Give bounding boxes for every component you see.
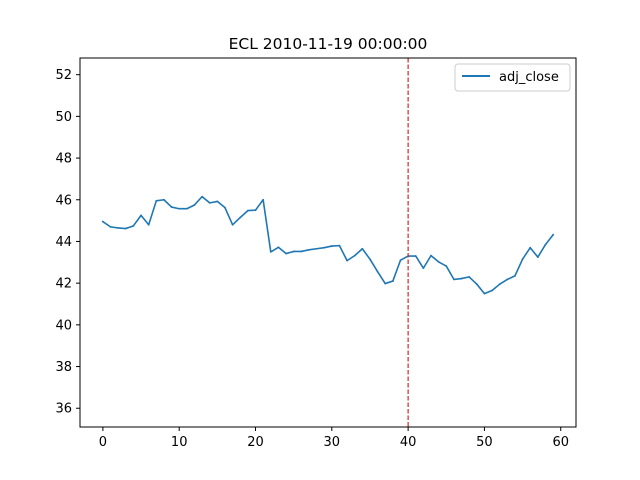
data-point xyxy=(376,270,379,273)
data-point xyxy=(170,206,173,208)
data-point xyxy=(422,267,425,270)
y-tick-label: 52 xyxy=(55,68,72,83)
data-point xyxy=(384,282,387,285)
data-point xyxy=(269,250,272,253)
data-point xyxy=(536,256,539,258)
y-axis: 36 38 40 42 44 46 48 50 52 xyxy=(55,68,80,417)
data-point xyxy=(468,276,471,278)
data-point xyxy=(246,209,249,212)
x-tick-label: 20 xyxy=(247,435,264,450)
y-tick-label: 42 xyxy=(55,277,72,292)
legend-box xyxy=(454,63,571,92)
data-point xyxy=(338,244,341,247)
data-point xyxy=(239,216,242,219)
data-point xyxy=(109,225,112,228)
data-point xyxy=(460,277,463,280)
data-point xyxy=(414,255,417,257)
y-tick-label: 44 xyxy=(55,235,72,250)
data-point xyxy=(132,224,135,227)
x-tick-label: 50 xyxy=(476,435,493,450)
y-tick-label: 40 xyxy=(55,318,72,333)
data-point xyxy=(193,204,196,206)
data-point xyxy=(399,259,402,262)
data-point xyxy=(292,250,295,253)
data-point xyxy=(552,233,555,236)
data-point xyxy=(262,198,265,201)
y-tick-label: 36 xyxy=(55,402,72,417)
legend-label-adj-close: adj_close xyxy=(499,70,559,85)
data-point xyxy=(140,214,142,217)
data-point xyxy=(353,254,356,257)
y-tick-label: 46 xyxy=(55,193,72,208)
plot-area xyxy=(79,57,577,428)
data-point xyxy=(483,292,486,295)
data-point xyxy=(285,252,287,255)
data-point xyxy=(254,209,257,212)
data-point xyxy=(216,200,219,203)
data-point xyxy=(361,247,364,250)
data-point xyxy=(391,280,394,282)
data-point xyxy=(277,246,280,249)
data-point xyxy=(514,274,516,277)
data-point xyxy=(521,258,524,261)
series-line-adj-close xyxy=(101,195,555,295)
data-point xyxy=(430,254,432,257)
data-point xyxy=(453,278,455,281)
data-point xyxy=(185,207,188,210)
x-tick-label: 10 xyxy=(171,435,188,450)
x-tick-label: 40 xyxy=(400,435,417,450)
x-tick-label: 30 xyxy=(324,435,341,450)
y-tick-label: 50 xyxy=(55,110,72,125)
data-point xyxy=(201,195,203,198)
data-point xyxy=(498,283,501,286)
chart-title: ECL 2010-11-19 00:00:00 xyxy=(229,35,428,53)
data-point xyxy=(529,246,532,249)
data-point xyxy=(155,199,158,202)
x-tick-label: 60 xyxy=(552,435,569,450)
data-point xyxy=(163,198,165,201)
data-point xyxy=(437,260,440,263)
x-tick-label: 0 xyxy=(99,435,107,450)
data-point xyxy=(544,243,547,246)
legend: adj_close xyxy=(454,63,571,92)
data-point xyxy=(208,201,211,204)
data-point xyxy=(117,227,120,229)
axes-frame xyxy=(79,57,577,428)
data-point xyxy=(231,223,234,226)
data-point xyxy=(315,247,318,250)
x-axis: 0 10 20 30 40 50 60 xyxy=(99,427,569,450)
data-point xyxy=(445,265,448,267)
data-point xyxy=(308,248,310,251)
data-point xyxy=(491,289,493,292)
data-point xyxy=(506,278,509,281)
data-point xyxy=(178,207,181,210)
data-point xyxy=(323,246,326,249)
y-tick-label: 48 xyxy=(55,152,72,167)
data-point xyxy=(475,283,478,286)
data-point xyxy=(300,250,303,253)
y-tick-label: 38 xyxy=(55,360,72,375)
data-point xyxy=(369,258,371,261)
data-point xyxy=(224,206,226,209)
data-point xyxy=(346,259,348,262)
data-point xyxy=(101,220,104,223)
data-point xyxy=(124,227,127,230)
data-point xyxy=(330,245,333,247)
data-point xyxy=(147,223,150,226)
